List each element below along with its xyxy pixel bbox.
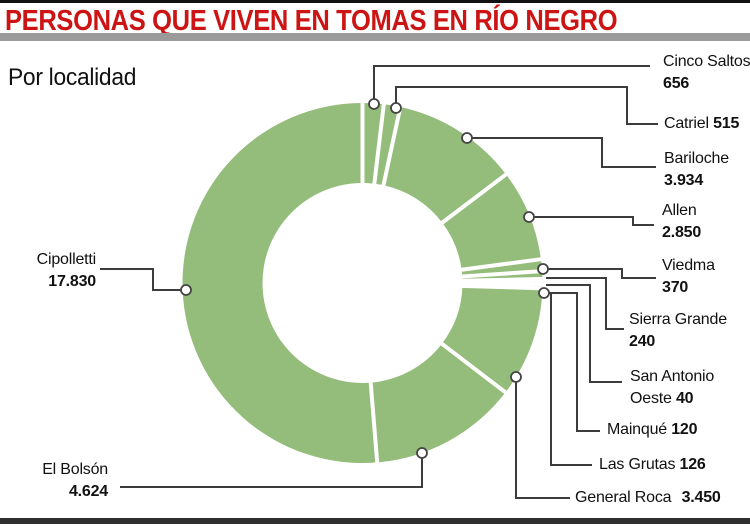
leader-line-sierra-grande (546, 277, 624, 330)
label-general-roca: General Roca 3.450 (575, 487, 721, 509)
slice-gap (460, 278, 545, 284)
donut-slice-el-bolson (370, 343, 506, 463)
leader-line-catriel (395, 86, 658, 125)
locality-value: 126 (679, 456, 706, 473)
locality-value: 240 (629, 333, 656, 350)
label-cipolletti: Cipolletti 17.830 (6, 249, 97, 293)
leader-line-mainque (544, 292, 600, 432)
locality-value: 40 (675, 390, 694, 407)
slice-gap (460, 281, 545, 287)
slice-gap (381, 104, 403, 188)
leader-line-general-roca (515, 377, 570, 499)
title-underline-bar (0, 33, 750, 41)
label-san-antonio-oeste: San Antonio Oeste 40 (630, 366, 730, 410)
marker-cinco-saltos (368, 98, 380, 110)
locality-name: San Antonio Oeste (630, 368, 715, 407)
marker-bariloche (461, 132, 473, 144)
leader-line-san-antonio-oeste (546, 284, 622, 383)
leader-line-allen (529, 216, 654, 226)
locality-name: Cinco Saltos (663, 53, 750, 70)
chart-subtitle: Por localidad (8, 64, 137, 91)
leader-line-viedma (543, 268, 656, 279)
leader-line-las-grutas (545, 292, 592, 466)
locality-value: 4.624 (68, 483, 108, 500)
marker-mainque (538, 287, 550, 299)
locality-name: El Bolsón (42, 461, 108, 478)
slice-gap (460, 283, 545, 291)
label-bariloche: Bariloche 3.934 (664, 148, 749, 192)
locality-value: 2.850 (662, 224, 702, 241)
slice-gap (368, 380, 380, 465)
locality-value: 515 (713, 115, 740, 132)
leader-line-cinco-saltos (373, 65, 650, 104)
marker-viedma (537, 263, 549, 275)
donut-slice-general-roca (441, 285, 543, 393)
label-catriel: Catriel 515 (664, 113, 739, 135)
label-cinco-saltos: Cinco Saltos 656 (663, 51, 750, 95)
marker-cipolletti (180, 284, 192, 296)
label-sierra-grande: Sierra Grande 240 (629, 309, 739, 353)
page-title: PERSONAS QUE VIVEN EN TOMAS EN RÍO NEGRO (5, 5, 618, 37)
locality-name: Sierra Grande (629, 311, 727, 328)
locality-name: Catriel (664, 115, 709, 132)
slice-gap (439, 340, 509, 396)
donut-slice-catriel (374, 104, 401, 186)
leader-line-bariloche (467, 137, 656, 168)
donut-slice-allen (442, 174, 541, 270)
slice-gap (372, 102, 387, 186)
locality-name: Las Grutas (599, 456, 676, 473)
locality-value: 17.830 (48, 273, 96, 290)
marker-general-roca (510, 371, 522, 383)
locality-value: 120 (671, 421, 698, 438)
label-allen: Allen 2.850 (662, 200, 722, 244)
label-las-grutas: Las Grutas 126 (599, 454, 706, 476)
donut-slice-cipolletti (182, 103, 378, 463)
locality-name: Cipolletti (36, 251, 97, 268)
locality-value: 3.450 (681, 489, 721, 506)
donut-slice-cinco-saltos (362, 103, 384, 184)
slice-gap (460, 269, 545, 279)
top-rule (0, 0, 750, 3)
marker-allen (523, 211, 535, 223)
locality-name: General Roca (575, 489, 672, 506)
locality-name: Bariloche (664, 150, 729, 167)
locality-value: 3.934 (664, 172, 704, 189)
locality-name: Viedma (662, 257, 715, 274)
donut-slice-bariloche (383, 107, 507, 223)
label-el-bolson: El Bolsón 4.624 (18, 459, 108, 503)
leader-line-cipolletti (100, 268, 181, 291)
marker-catriel (390, 102, 402, 114)
slice-gap (439, 171, 509, 226)
locality-name: Mainqué (607, 421, 667, 438)
label-viedma: Viedma 370 (662, 255, 732, 299)
label-mainque: Mainqué 120 (607, 419, 698, 441)
leader-line-el-bolson (120, 453, 423, 488)
locality-name: Allen (662, 202, 697, 219)
slice-gap (459, 256, 544, 273)
locality-value: 656 (663, 75, 690, 92)
marker-el-bolson (416, 447, 428, 459)
locality-value: 370 (662, 279, 689, 296)
bottom-rule (0, 518, 750, 524)
